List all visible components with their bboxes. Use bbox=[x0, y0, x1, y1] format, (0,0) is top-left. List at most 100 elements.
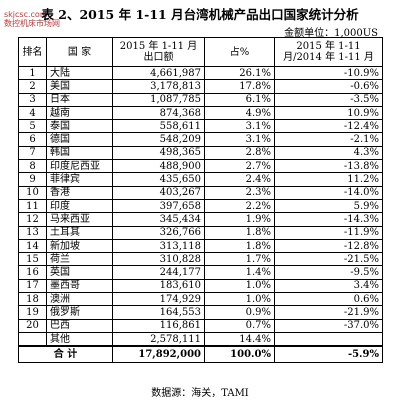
cell: 403,267 bbox=[112, 185, 205, 200]
cell bbox=[18, 331, 47, 347]
cell: 土耳其 bbox=[46, 225, 113, 240]
cell: 合 计 bbox=[18, 345, 113, 364]
cell: 越南 bbox=[46, 105, 113, 121]
column-header: 排名 bbox=[18, 37, 47, 67]
cell: 116,861 bbox=[112, 318, 205, 333]
cell: 3.1% bbox=[204, 132, 275, 147]
watermark: skjcsc.com 数控机床市场网 bbox=[4, 10, 60, 28]
cell: 新加坡 bbox=[46, 238, 113, 254]
cell: -21.5% bbox=[274, 252, 383, 267]
cell: 17 bbox=[18, 278, 47, 294]
table-row: 10 香港 403,267 2.3% -14.0% bbox=[18, 185, 383, 200]
table-row: 1 大陆 4,661,987 26.1% -10.9% bbox=[18, 65, 383, 81]
table-row: 11 印度 397,658 2.2% 5.9% bbox=[18, 198, 383, 214]
cell: 19 bbox=[18, 305, 47, 320]
header-row: 排名国 家 2015 年 1-11 月出口额 占% 2015 年 1-11 月/201… bbox=[18, 37, 383, 67]
source: 数据源：海关，TAMI bbox=[151, 388, 249, 399]
table-body: 1 大陆 4,661,987 26.1% -10.9% 2 美国 3,178,813 17.8%… bbox=[18, 65, 383, 364]
cell: 马来西亚 bbox=[46, 212, 113, 227]
cell: 10 bbox=[18, 185, 47, 200]
cell: -3.5% bbox=[274, 92, 383, 107]
cell: 2.4% bbox=[204, 172, 275, 187]
cell: -0.6% bbox=[274, 79, 383, 94]
cell: 2.2% bbox=[204, 198, 275, 214]
cell: 澳洲 bbox=[46, 292, 113, 307]
cell: 1 bbox=[18, 65, 47, 81]
table-row: 6 德国 548,209 3.1% -2.1% bbox=[18, 132, 383, 147]
cell: 2.7% bbox=[204, 159, 275, 174]
cell: 326,766 bbox=[112, 225, 205, 240]
cell: -14.0% bbox=[274, 185, 383, 200]
cell: 3.4% bbox=[274, 278, 383, 294]
cell: 7 bbox=[18, 145, 47, 161]
cell: 12 bbox=[18, 212, 47, 227]
cell: 100.0% bbox=[204, 345, 275, 364]
cell: 0.9% bbox=[204, 305, 275, 320]
cell: 345,434 bbox=[112, 212, 205, 227]
table-row: 12 马来西亚 345,434 1.9% -14.3% bbox=[18, 212, 383, 227]
cell: 其他 bbox=[46, 331, 113, 347]
table-row: 9 菲律宾 435,650 2.4% 11.2% bbox=[18, 172, 383, 187]
column-header: 2015 年 1-11 月/2014 年 1-11 月 bbox=[274, 37, 383, 67]
cell: -21.9% bbox=[274, 305, 383, 320]
cell: 11.2% bbox=[274, 172, 383, 187]
cell: 435,650 bbox=[112, 172, 205, 187]
cell: 3,178,813 bbox=[112, 79, 205, 94]
cell: 9 bbox=[18, 172, 47, 187]
cell: 1.0% bbox=[204, 278, 275, 294]
table-row: 2 美国 3,178,813 17.8% -0.6% bbox=[18, 79, 383, 94]
cell: 1.9% bbox=[204, 212, 275, 227]
table-row: 3 日本 1,087,785 6.1% -3.5% bbox=[18, 92, 383, 107]
title: 表 2、2015 年 1-11 月台湾机械产品出口国家统计分析 bbox=[41, 7, 359, 22]
cell: 183,610 bbox=[112, 278, 205, 294]
cell: 巴西 bbox=[46, 318, 113, 333]
cell: 6 bbox=[18, 132, 47, 147]
cell: 0.7% bbox=[204, 318, 275, 333]
cell: 14 bbox=[18, 238, 47, 254]
cell: 488,900 bbox=[112, 159, 205, 174]
table-row: 4 越南 874,368 4.9% 10.9% bbox=[18, 105, 383, 121]
cell: 印度 bbox=[46, 198, 113, 214]
cell: 17.8% bbox=[204, 79, 275, 94]
cell: 8 bbox=[18, 159, 47, 174]
cell: 548,209 bbox=[112, 132, 205, 147]
cell: 1.8% bbox=[204, 238, 275, 254]
cell: 397,658 bbox=[112, 198, 205, 214]
cell: 14.4% bbox=[204, 331, 275, 347]
cell: -12.8% bbox=[274, 238, 383, 254]
cell: 2,578,111 bbox=[112, 331, 205, 347]
cell: 香港 bbox=[46, 185, 113, 200]
cell: 1.7% bbox=[204, 252, 275, 267]
cell: 244,177 bbox=[112, 265, 205, 280]
table-row: 20 巴西 116,861 0.7% -37.0% bbox=[18, 318, 383, 333]
cell bbox=[274, 331, 383, 347]
table-row: 15 荷兰 310,828 1.7% -21.5% bbox=[18, 252, 383, 267]
cell: 4.9% bbox=[204, 105, 275, 121]
cell: -9.5% bbox=[274, 265, 383, 280]
cell: 313,118 bbox=[112, 238, 205, 254]
watermark-site: skjcsc.com bbox=[4, 10, 48, 19]
cell: 大陆 bbox=[46, 65, 113, 81]
cell: 558,611 bbox=[112, 119, 205, 134]
table-row: 16 英国 244,177 1.4% -9.5% bbox=[18, 265, 383, 280]
total-row: 合 计 17,892,000 100.0% -5.9% bbox=[18, 345, 383, 364]
table-row: 19 俄罗斯 164,553 0.9% -21.9% bbox=[18, 305, 383, 320]
cell: 16 bbox=[18, 265, 47, 280]
table-row: 17 墨西哥 183,610 1.0% 3.4% bbox=[18, 278, 383, 294]
cell: 5.9% bbox=[274, 198, 383, 214]
cell: -5.9% bbox=[274, 345, 383, 364]
cell: 10.9% bbox=[274, 105, 383, 121]
cell: 5 bbox=[18, 119, 47, 134]
cell: 2.8% bbox=[204, 145, 275, 161]
watermark-name: 数控机床市场网 bbox=[4, 19, 60, 28]
cell: 18 bbox=[18, 292, 47, 307]
cell: 3 bbox=[18, 92, 47, 107]
cell: 韩国 bbox=[46, 145, 113, 161]
table-row: 18 澳洲 174,929 1.0% 0.6% bbox=[18, 292, 383, 307]
cell: 6.1% bbox=[204, 92, 275, 107]
cell: 15 bbox=[18, 252, 47, 267]
cell: 墨西哥 bbox=[46, 278, 113, 294]
cell: -2.1% bbox=[274, 132, 383, 147]
cell: 菲律宾 bbox=[46, 172, 113, 187]
table-row: 14 新加坡 313,118 1.8% -12.8% bbox=[18, 238, 383, 254]
